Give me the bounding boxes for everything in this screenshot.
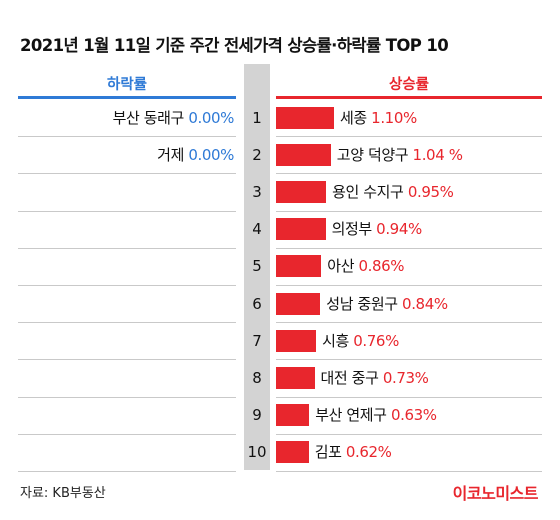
rise-label: 김포 0.62% — [315, 442, 392, 462]
rank-number: 10 — [247, 443, 267, 462]
decline-label: 거제 0.00% — [18, 145, 234, 165]
rise-region-name: 부산 연제구 — [315, 406, 391, 425]
rise-value: 1.04 % — [412, 145, 463, 164]
rank-number: 8 — [252, 369, 262, 387]
row-divider-right — [276, 322, 542, 324]
row-divider-left — [18, 322, 236, 324]
rise-bar — [276, 367, 315, 389]
decline-value: 0.00% — [188, 145, 234, 164]
rise-label: 성남 중원구 0.84% — [326, 294, 448, 314]
rise-bar — [276, 292, 321, 315]
rank-number: 7 — [252, 331, 262, 350]
decline-header-rule — [18, 96, 236, 99]
decline-value: 0.00% — [188, 108, 234, 127]
row-divider-left — [18, 471, 236, 472]
rise-value: 0.94% — [376, 220, 422, 239]
source-note: 자료: KB부동산 — [20, 486, 106, 501]
rise-bar — [276, 255, 322, 278]
rank-number: 4 — [252, 220, 262, 239]
row-divider-left — [18, 359, 236, 361]
row-divider-right — [276, 285, 542, 286]
rise-region-name: 김포 — [314, 443, 346, 462]
rise-header: 상승률 — [388, 77, 430, 93]
row-divider-right — [276, 359, 542, 361]
rise-value: 1.10% — [371, 108, 417, 127]
rise-label: 의정부 0.94% — [331, 219, 423, 239]
rise-value: 0.76% — [353, 331, 399, 350]
rank-number: 5 — [252, 257, 262, 276]
row-divider-right — [276, 136, 542, 138]
row-divider-right — [276, 433, 542, 435]
rank-number: 6 — [252, 294, 262, 313]
rise-bar — [276, 181, 327, 203]
rank-column-band — [244, 64, 270, 470]
row-divider-left — [18, 247, 236, 249]
row-divider-right — [276, 396, 542, 398]
row-divider-right — [276, 247, 542, 249]
rise-label: 부산 연제구 0.63% — [315, 405, 437, 425]
decline-region-name: 거제 — [157, 145, 189, 164]
rise-bar — [276, 106, 334, 129]
rise-region-name: 시흥 — [322, 331, 354, 350]
rise-value: 0.95% — [407, 183, 454, 201]
rise-bar — [276, 404, 310, 427]
rise-region-name: 대전 중구 — [320, 369, 383, 387]
row-divider-left — [18, 396, 236, 398]
rise-bar — [276, 441, 309, 464]
rise-region-name: 고양 덕양구 — [336, 145, 413, 164]
row-divider-left — [18, 285, 236, 286]
rise-region-name: 용인 수지구 — [332, 183, 408, 201]
rise-value: 0.73% — [382, 369, 429, 387]
rise-label: 대전 중구 0.73% — [321, 368, 429, 388]
rise-value: 0.86% — [358, 257, 405, 276]
brand-logo: 이코노미스트 — [452, 484, 539, 503]
rise-label: 용인 수지구 0.95% — [332, 182, 454, 202]
rise-value: 0.63% — [390, 406, 437, 425]
row-divider-right — [276, 173, 542, 175]
row-divider-left — [18, 136, 236, 138]
row-divider-right — [276, 471, 542, 472]
row-divider-left — [18, 210, 236, 212]
rise-label: 아산 0.86% — [327, 256, 404, 276]
rank-number: 2 — [252, 145, 262, 164]
chart-title: 2021년 1월 11일 기준 주간 전세가격 상승률·하락률 TOP 10 — [20, 36, 449, 55]
rise-label: 시흥 0.76% — [322, 331, 399, 351]
rise-label: 고양 덕양구 1.04 % — [337, 145, 463, 165]
decline-header: 하락률 — [106, 77, 148, 93]
rise-region-name: 성남 중원구 — [326, 294, 403, 313]
decline-label: 부산 동래구 0.00% — [18, 108, 235, 128]
rise-label: 세종 1.10% — [340, 108, 417, 128]
rank-number: 3 — [252, 183, 262, 201]
rise-bar — [276, 218, 326, 241]
rise-bar — [276, 329, 317, 352]
row-divider-left — [18, 173, 236, 175]
row-divider-right — [276, 210, 542, 212]
rise-value: 0.84% — [402, 294, 448, 313]
rise-bar — [276, 143, 331, 166]
rank-number: 1 — [252, 108, 262, 127]
rise-region-name: 의정부 — [331, 220, 377, 239]
decline-region-name: 부산 동래구 — [112, 108, 189, 127]
rise-value: 0.62% — [345, 443, 392, 462]
rise-region-name: 아산 — [327, 257, 359, 276]
rank-number: 9 — [252, 406, 262, 425]
rise-header-rule — [276, 96, 542, 99]
row-divider-left — [18, 433, 236, 435]
rise-region-name: 세종 — [340, 108, 372, 127]
